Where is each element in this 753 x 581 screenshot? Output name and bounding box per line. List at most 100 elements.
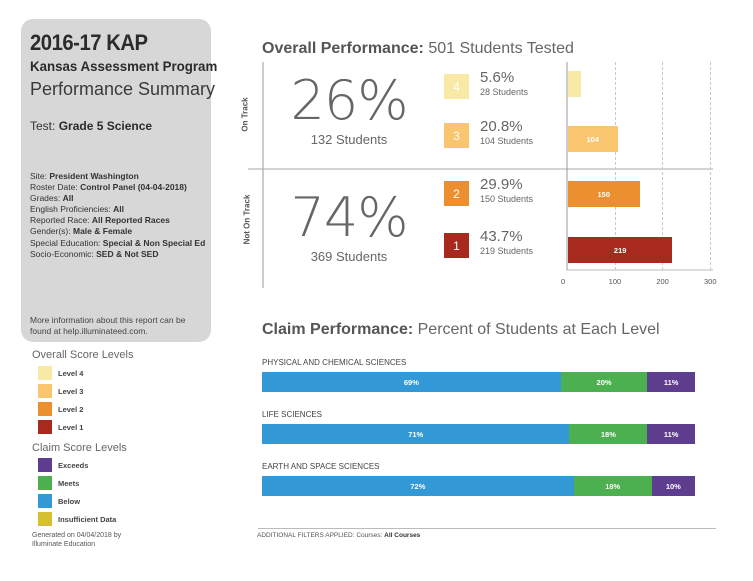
claim-heading-bold: Claim Performance: [262,321,414,338]
help-info-text: More information about this report can b… [30,315,186,336]
claim-segment-below: 71% [262,424,570,444]
report-summary-card: 2016-17 KAP Kansas Assessment Program Pe… [21,19,218,342]
overall-legend-row: Level 2 [38,402,83,416]
level-2-badge: 2 [444,181,469,206]
on-track-students: 132 Students [310,132,388,147]
claim-heading-rest: Percent of Students at Each Level [417,321,660,338]
claim-legend-swatch [38,458,52,472]
overall-legend-label: Level 2 [58,404,84,414]
filter-label: Site: [30,171,50,181]
overall-divider-lines [248,62,713,288]
claim-legend-swatch [38,512,52,526]
x-tick-label: 0 [561,277,566,286]
filter-label: Socio-Economic: [30,248,97,259]
level-percent: 43.7% [480,228,523,245]
claim-segment-below: 72% [262,476,574,496]
filter-value: Male & Female [73,226,133,237]
level-percent: 29.9% [480,176,523,193]
claim-legend-row: Meets [38,476,79,490]
on-track-percent: 26% [290,69,408,132]
overall-legend-row: Level 4 [38,366,83,380]
claim-legend-label: Exceeds [58,460,89,470]
claim-category-label: EARTH AND SPACE SCIENCES [262,462,380,471]
level-4-bar [568,71,582,97]
claim-segment-below: 69% [262,372,561,392]
claim-segment-meets: 18% [573,476,652,496]
level-count: 219 Students [480,246,534,256]
overall-legend-label: Level 1 [58,422,84,432]
footer-filters: ADDITIONAL FILTERS APPLIED: Courses: All… [257,532,420,539]
filter-value: President Washington [49,171,139,181]
overall-legend-label: Level 4 [58,368,84,378]
claim-segment-exceeds: 10% [651,476,695,496]
on-track-label: On Track [240,97,250,132]
claim-segment-exceeds: 11% [647,424,695,444]
filter-row: Roster Date: Control Panel (04-04-2018) [30,182,211,193]
not-on-track-percent: 74% [290,186,408,249]
filter-row: Site: President Washington [30,171,211,182]
filter-row: English Proficiencies: All [30,204,211,215]
overall-legend-row: Level 1 [38,420,83,434]
filter-value: All [62,193,74,204]
footer-prefix: ADDITIONAL FILTERS APPLIED: [257,532,355,539]
not-on-track-students: 369 Students [310,249,388,264]
claim-legend-label: Insufficient Data [58,514,117,524]
claim-bar: 72% 18% 10% [262,476,695,496]
claim-legend-label: Meets [58,478,80,488]
test-value: Grade 5 Science [58,119,153,133]
footer-courses-value: All Courses [384,532,421,539]
claim-segment-exceeds: 11% [647,372,695,392]
filter-label: Special Education: [30,237,103,248]
filter-row: Grades: All [30,193,211,204]
filter-row: Socio-Economic: SED & Not SED [30,249,211,260]
claim-segment-meets: 18% [569,424,648,444]
x-gridline [662,62,664,270]
filter-label: Roster Date: [30,182,81,193]
footer-courses-label: Courses: [356,532,383,539]
claim-legend-row: Insufficient Data [38,512,116,526]
claim-category-label: LIFE SCIENCES [262,410,323,419]
filter-value: SED & Not SED [96,248,159,259]
level-count: 104 Students [480,136,534,146]
overall-legend-title: Overall Score Levels [32,349,134,361]
x-tick-label: 100 [608,277,622,286]
filter-row: Gender(s): Male & Female [30,226,211,237]
filter-label: Grades: [30,193,63,204]
filter-value: Special & Non Special Ed [102,237,206,248]
overall-legend-label: Level 3 [58,386,84,396]
test-label: Test: [30,119,56,133]
test-line: Test: Grade 5 Science [30,119,211,133]
claim-heading: Claim Performance: Percent of Students a… [262,321,660,339]
overall-legend-swatch [38,420,52,434]
level-1-badge: 1 [444,233,469,258]
overall-heading-bold: Overall Performance: [262,40,424,57]
not-on-track-label: Not On Track [242,194,252,245]
claim-legend-row: Below [38,494,80,508]
filter-row: Special Education: Special & Non Special… [30,238,211,249]
overall-legend-swatch [38,384,52,398]
claim-legend-swatch [38,494,52,508]
report-subtitle: Performance Summary [30,79,216,99]
level-4-badge: 4 [444,74,469,99]
filter-value: All [113,204,125,215]
claim-segment-meets: 20% [560,372,648,392]
filter-label: Gender(s): [30,226,73,237]
level-percent: 5.6% [480,69,515,86]
level-2-bar: 150 [568,181,640,207]
claim-category-label: PHYSICAL AND CHEMICAL SCIENCES [262,358,407,367]
filter-value: Control Panel (04-04-2018) [80,182,187,193]
level-3-bar: 104 [568,126,618,152]
overall-legend-row: Level 3 [38,384,83,398]
level-count: 150 Students [480,194,534,204]
overall-heading-rest: 501 Students Tested [428,40,574,57]
report-title: 2016-17 KAP [30,30,148,55]
program-name: Kansas Assessment Program [30,58,218,74]
level-1-bar: 219 [568,237,673,263]
x-gridline [710,62,711,270]
footer-divider [258,528,716,529]
claim-legend-swatch [38,476,52,490]
generated-note: Generated on 04/04/2018 by Illuminate Ed… [32,532,122,548]
x-gridline [614,62,616,270]
level-count: 28 Students [480,87,529,97]
level-percent: 20.8% [480,118,523,135]
